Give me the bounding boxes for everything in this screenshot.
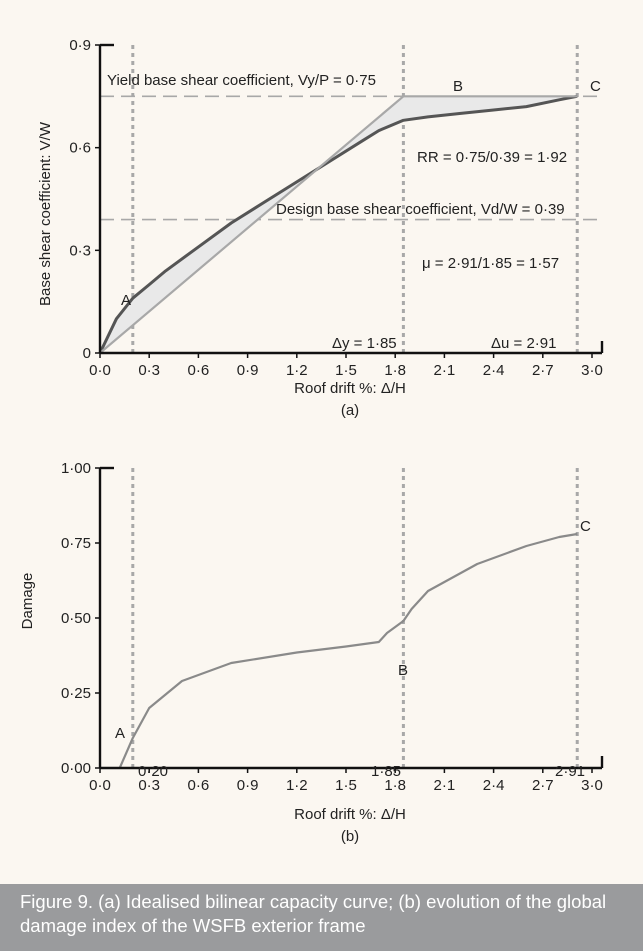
caption-bar: [0, 884, 643, 951]
y-tick-label: 0·25: [61, 685, 91, 702]
x-tick-label: 1·5: [335, 362, 357, 379]
x-tick-label: 0·0: [89, 777, 111, 794]
x-tick-label: 2·4: [483, 362, 505, 379]
point-label-b: B: [398, 662, 408, 679]
vline-label-020: 0·20: [138, 763, 168, 780]
mu-annotation: μ = 2·91/1·85 = 1·57: [422, 255, 559, 272]
x-tick-label: 1·8: [384, 777, 406, 794]
y-tick-label: 0·6: [69, 140, 91, 157]
x-tick-label: 0·9: [237, 777, 259, 794]
difference-area: [100, 96, 578, 354]
chart-a-xlabel: Roof drift %: Δ/H: [294, 380, 406, 397]
chart-b-damage-evolution: 0·0 0·3 0·6 0·9 1·2 1·5 1·8 2·1 2·4 2·7 3·0 0·00 0·2…: [19, 460, 604, 845]
design-line-label: Design base shear coefficient, Vd/W = 0·…: [276, 201, 565, 218]
charts-svg: 0·0 0·3 0·6 0·9 1·2 1·5 1·8 2·1 2·4 2·7 3·0 0 0·3 0·6…: [19, 37, 604, 845]
y-tick-label: 1·00: [61, 460, 91, 477]
x-tick-label: 3·0: [581, 777, 603, 794]
x-tick-label: 2·7: [532, 362, 554, 379]
x-tick-label: 0·6: [188, 362, 210, 379]
x-tick-label: 3·0: [581, 362, 603, 379]
chart-a-capacity-curve: 0·0 0·3 0·6 0·9 1·2 1·5 1·8 2·1 2·4 2·7 3·0 0 0·3 0·6…: [37, 37, 604, 419]
chart-b-panel-label: (b): [341, 828, 359, 845]
y-tick-label: 0·00: [61, 760, 91, 777]
point-label-c: C: [580, 518, 591, 535]
point-label-a: A: [115, 725, 125, 742]
rr-annotation: RR = 0·75/0·39 = 1·92: [417, 149, 567, 166]
x-tick-label: 2·1: [434, 777, 456, 794]
chart-a-panel-label: (a): [341, 402, 359, 419]
y-tick-label: 0·75: [61, 535, 91, 552]
x-tick-label: 2·7: [532, 777, 554, 794]
point-label-b: B: [453, 78, 463, 95]
x-tick-label: 0·3: [138, 777, 160, 794]
series-damage: [118, 532, 578, 769]
point-label-c: C: [590, 78, 601, 95]
y-tick-label: 0: [83, 345, 91, 362]
x-tick-label: 0·6: [188, 777, 210, 794]
x-tick-label: 1·5: [335, 777, 357, 794]
x-tick-label: 0·0: [89, 362, 111, 379]
x-tick-label: 0·3: [138, 362, 160, 379]
y-tick-label: 0·3: [69, 242, 91, 259]
figure-caption: Figure 9. (a) Idealised bilinear capacit…: [20, 891, 607, 936]
yield-line-label: Yield base shear coefficient, Vy/P = 0·7…: [107, 72, 376, 89]
delta-u-annotation: Δu = 2·91: [491, 335, 556, 352]
series-bilinear: [99, 95, 578, 354]
chart-b-xlabel: Roof drift %: Δ/H: [294, 806, 406, 823]
vline-label-291: 2·91: [555, 763, 585, 780]
x-tick-label: 1·8: [384, 362, 406, 379]
vline-label-185: 1·85: [371, 763, 401, 780]
y-tick-label: 0·9: [69, 37, 91, 54]
x-tick-label: 1·2: [286, 362, 308, 379]
x-tick-label: 2·1: [434, 362, 456, 379]
chart-b-ylabel: Damage: [19, 573, 36, 630]
series-capacity: [98, 94, 578, 354]
delta-y-annotation: Δy = 1·85: [332, 335, 397, 352]
x-tick-label: 2·4: [483, 777, 505, 794]
x-tick-label: 1·2: [286, 777, 308, 794]
x-tick-label: 0·9: [237, 362, 259, 379]
chart-a-ylabel: Base shear coefficient: V/W: [37, 121, 54, 306]
y-tick-label: 0·50: [61, 610, 91, 627]
point-label-a: A: [121, 292, 131, 309]
